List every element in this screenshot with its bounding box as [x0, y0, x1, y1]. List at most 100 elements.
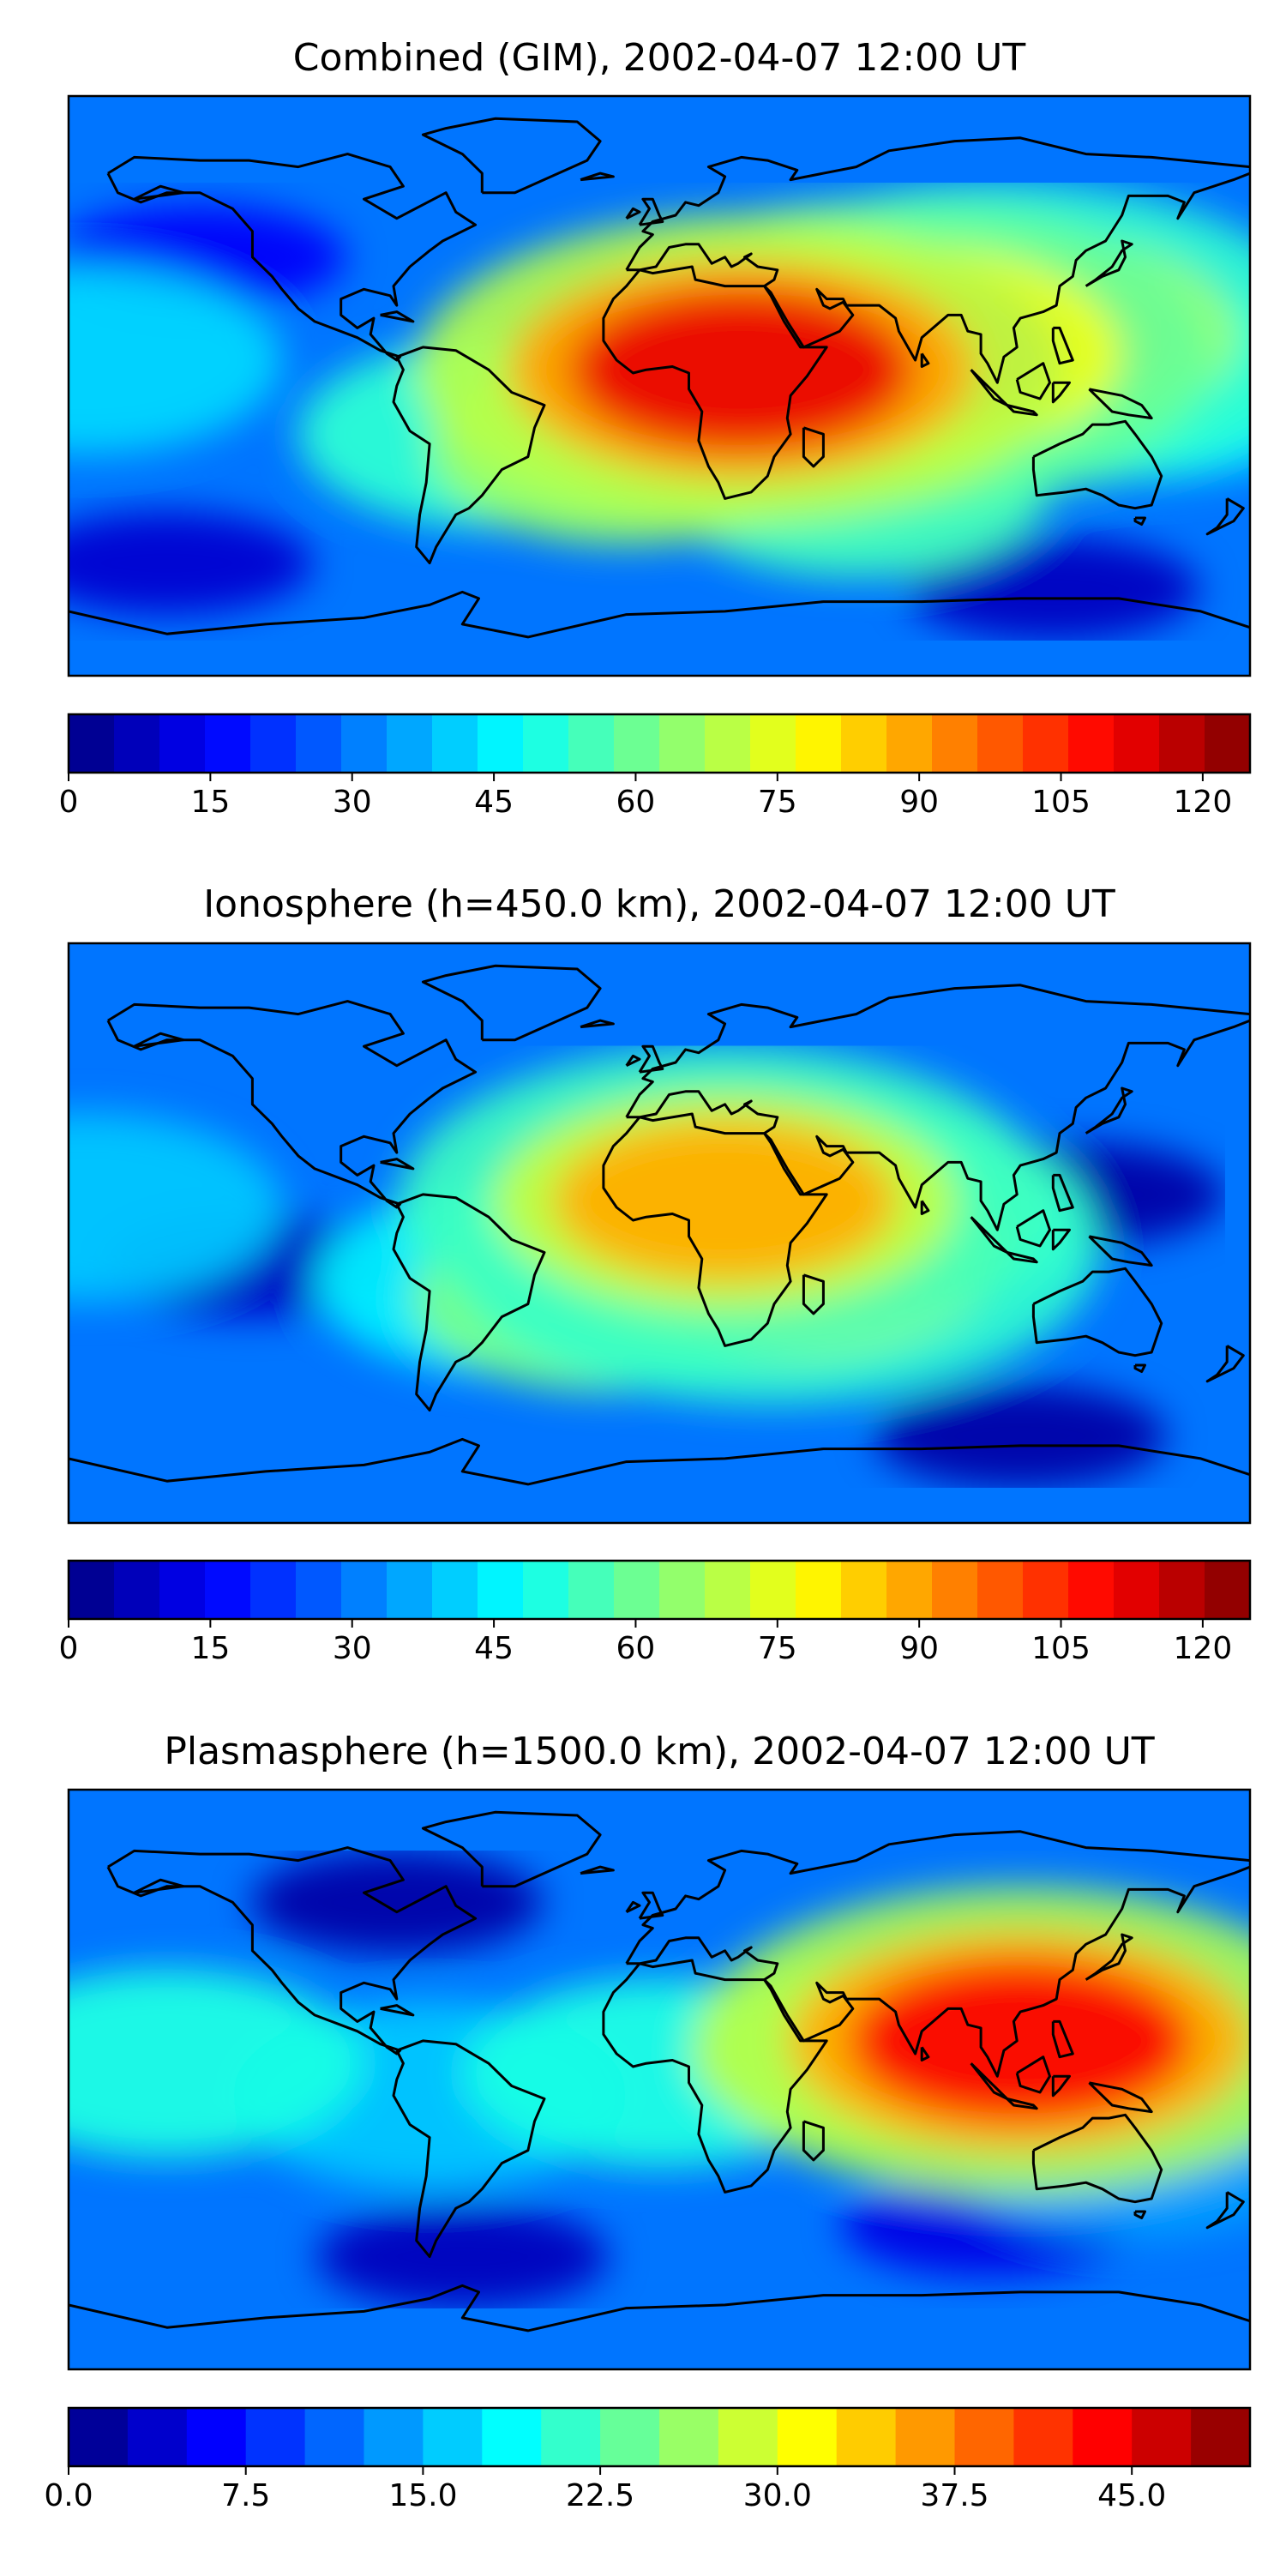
- coastline: [1085, 239, 1133, 287]
- coastline: [1015, 1209, 1051, 1248]
- coastline: [133, 1032, 185, 1048]
- colorbar-segment: [705, 1561, 751, 1619]
- coastline: [1051, 326, 1074, 365]
- colorbar-segment: [478, 714, 524, 773]
- colorbar-tick-label: 37.5: [920, 2478, 989, 2513]
- coastline: [1015, 2055, 1051, 2094]
- map-area: [69, 943, 1250, 1523]
- coastline: [1085, 1086, 1133, 1135]
- colorbar-tick-label: 0: [59, 785, 79, 820]
- colorbar-segment: [69, 1561, 115, 1619]
- colorbar-tick-label: 30: [333, 785, 372, 820]
- coastline: [1085, 1933, 1133, 1981]
- coastline: [625, 1830, 1250, 1965]
- coastline: [580, 1019, 615, 1029]
- field-feature: [849, 1959, 1193, 2122]
- colorbar-segment: [841, 714, 887, 773]
- colorbar-segment: [364, 2408, 424, 2466]
- colorbar-segment: [541, 2408, 601, 2466]
- field-feature: [69, 265, 283, 454]
- colorbar-segment: [895, 2408, 956, 2466]
- coastline: [580, 1865, 615, 1875]
- colorbar-tick-label: 30: [333, 1631, 372, 1666]
- coastline: [1051, 2074, 1071, 2098]
- colorbar-segment: [1114, 714, 1160, 773]
- colorbar-segment: [432, 1561, 478, 1619]
- colorbar-segment: [114, 714, 160, 773]
- colorbar-segment: [127, 2408, 188, 2466]
- colorbar-segment: [250, 714, 297, 773]
- colorbar-segment: [568, 714, 615, 773]
- colorbar-tick-label: 22.5: [566, 2478, 634, 2513]
- colorbar-segment: [659, 714, 706, 773]
- coastline: [638, 1044, 664, 1074]
- colorbar-segment: [718, 2408, 778, 2466]
- coastline: [1133, 2210, 1146, 2219]
- coastline: [1088, 1235, 1153, 1267]
- coastline: [602, 1112, 828, 1347]
- colorbar-segment: [523, 1561, 569, 1619]
- colorbar-segment: [341, 1561, 388, 1619]
- colorbar-segment: [159, 1561, 206, 1619]
- panel-title: Ionosphere (h=450.0 km), 2002-04-07 12:0…: [203, 882, 1115, 926]
- coastline: [1006, 1251, 1038, 1264]
- colorbar-tick-label: 105: [1031, 1631, 1091, 1666]
- field-feature: [569, 288, 913, 452]
- field-feature: [69, 511, 313, 615]
- field-blobs: [69, 1851, 1250, 2308]
- colorbar-segment: [932, 1561, 978, 1619]
- colorbar-segment: [423, 2408, 483, 2466]
- colorbar-tick-label: 30.0: [743, 2478, 812, 2513]
- field-feature: [907, 537, 1199, 641]
- colorbar-tick-label: 120: [1174, 1631, 1233, 1666]
- coastline: [602, 1959, 828, 2194]
- coastline: [602, 265, 828, 500]
- coastline: [69, 2284, 1250, 2332]
- coastline: [133, 184, 185, 201]
- field-feature: [250, 1851, 543, 1954]
- colorbar: 0.0 7.5 15.0 22.5 30.0 37.5 45.0: [44, 2406, 1252, 2513]
- field-feature: [69, 1112, 283, 1302]
- map-frame: [67, 94, 1252, 677]
- coastline: [421, 964, 602, 1042]
- colorbar-segment: [186, 2408, 247, 2466]
- colorbar-segment: [250, 1561, 297, 1619]
- panel-title: Plasmasphere (h=1500.0 km), 2002-04-07 1…: [164, 1730, 1154, 1773]
- colorbar-segment: [523, 714, 569, 773]
- field-feature: [874, 1384, 1167, 1488]
- colorbar-segment: [296, 714, 342, 773]
- coastline: [626, 1865, 1250, 2078]
- map-frame: [67, 1788, 1252, 2371]
- colorbar-segment: [1068, 1561, 1115, 1619]
- coastline: [106, 1846, 478, 2055]
- field-blobs: [69, 183, 1250, 641]
- coastline: [802, 426, 825, 468]
- coastline: [802, 1273, 825, 1315]
- coastline: [69, 590, 1250, 639]
- coastline: [392, 1193, 546, 1412]
- coastline: [625, 136, 1250, 271]
- coastline: [626, 1019, 1250, 1231]
- colorbar-tick-label: 45: [474, 785, 514, 820]
- coastline: [626, 172, 1250, 384]
- colorbar-tick-label: 45: [474, 1631, 514, 1666]
- coastline: [625, 1900, 641, 1914]
- coastline: [1051, 1228, 1071, 1251]
- colorbar-tick-label: 60: [616, 785, 656, 820]
- coastline: [380, 310, 415, 323]
- coastline: [1031, 1267, 1163, 1357]
- colorbar-segment: [614, 1561, 660, 1619]
- coastline: [106, 1000, 478, 1209]
- colorbar-segment: [977, 714, 1024, 773]
- colorbar-segment: [245, 2408, 306, 2466]
- colorbar-segment: [1191, 2408, 1251, 2466]
- colorbar-segment: [205, 1561, 251, 1619]
- field-feature: [553, 1119, 897, 1283]
- colorbar-segment: [836, 2408, 897, 2466]
- colorbar-segment: [432, 714, 478, 773]
- coastline: [802, 2120, 825, 2162]
- colorbar-frame: [67, 2406, 1252, 2468]
- field-blobs: [69, 1045, 1225, 1488]
- coastline: [625, 207, 641, 220]
